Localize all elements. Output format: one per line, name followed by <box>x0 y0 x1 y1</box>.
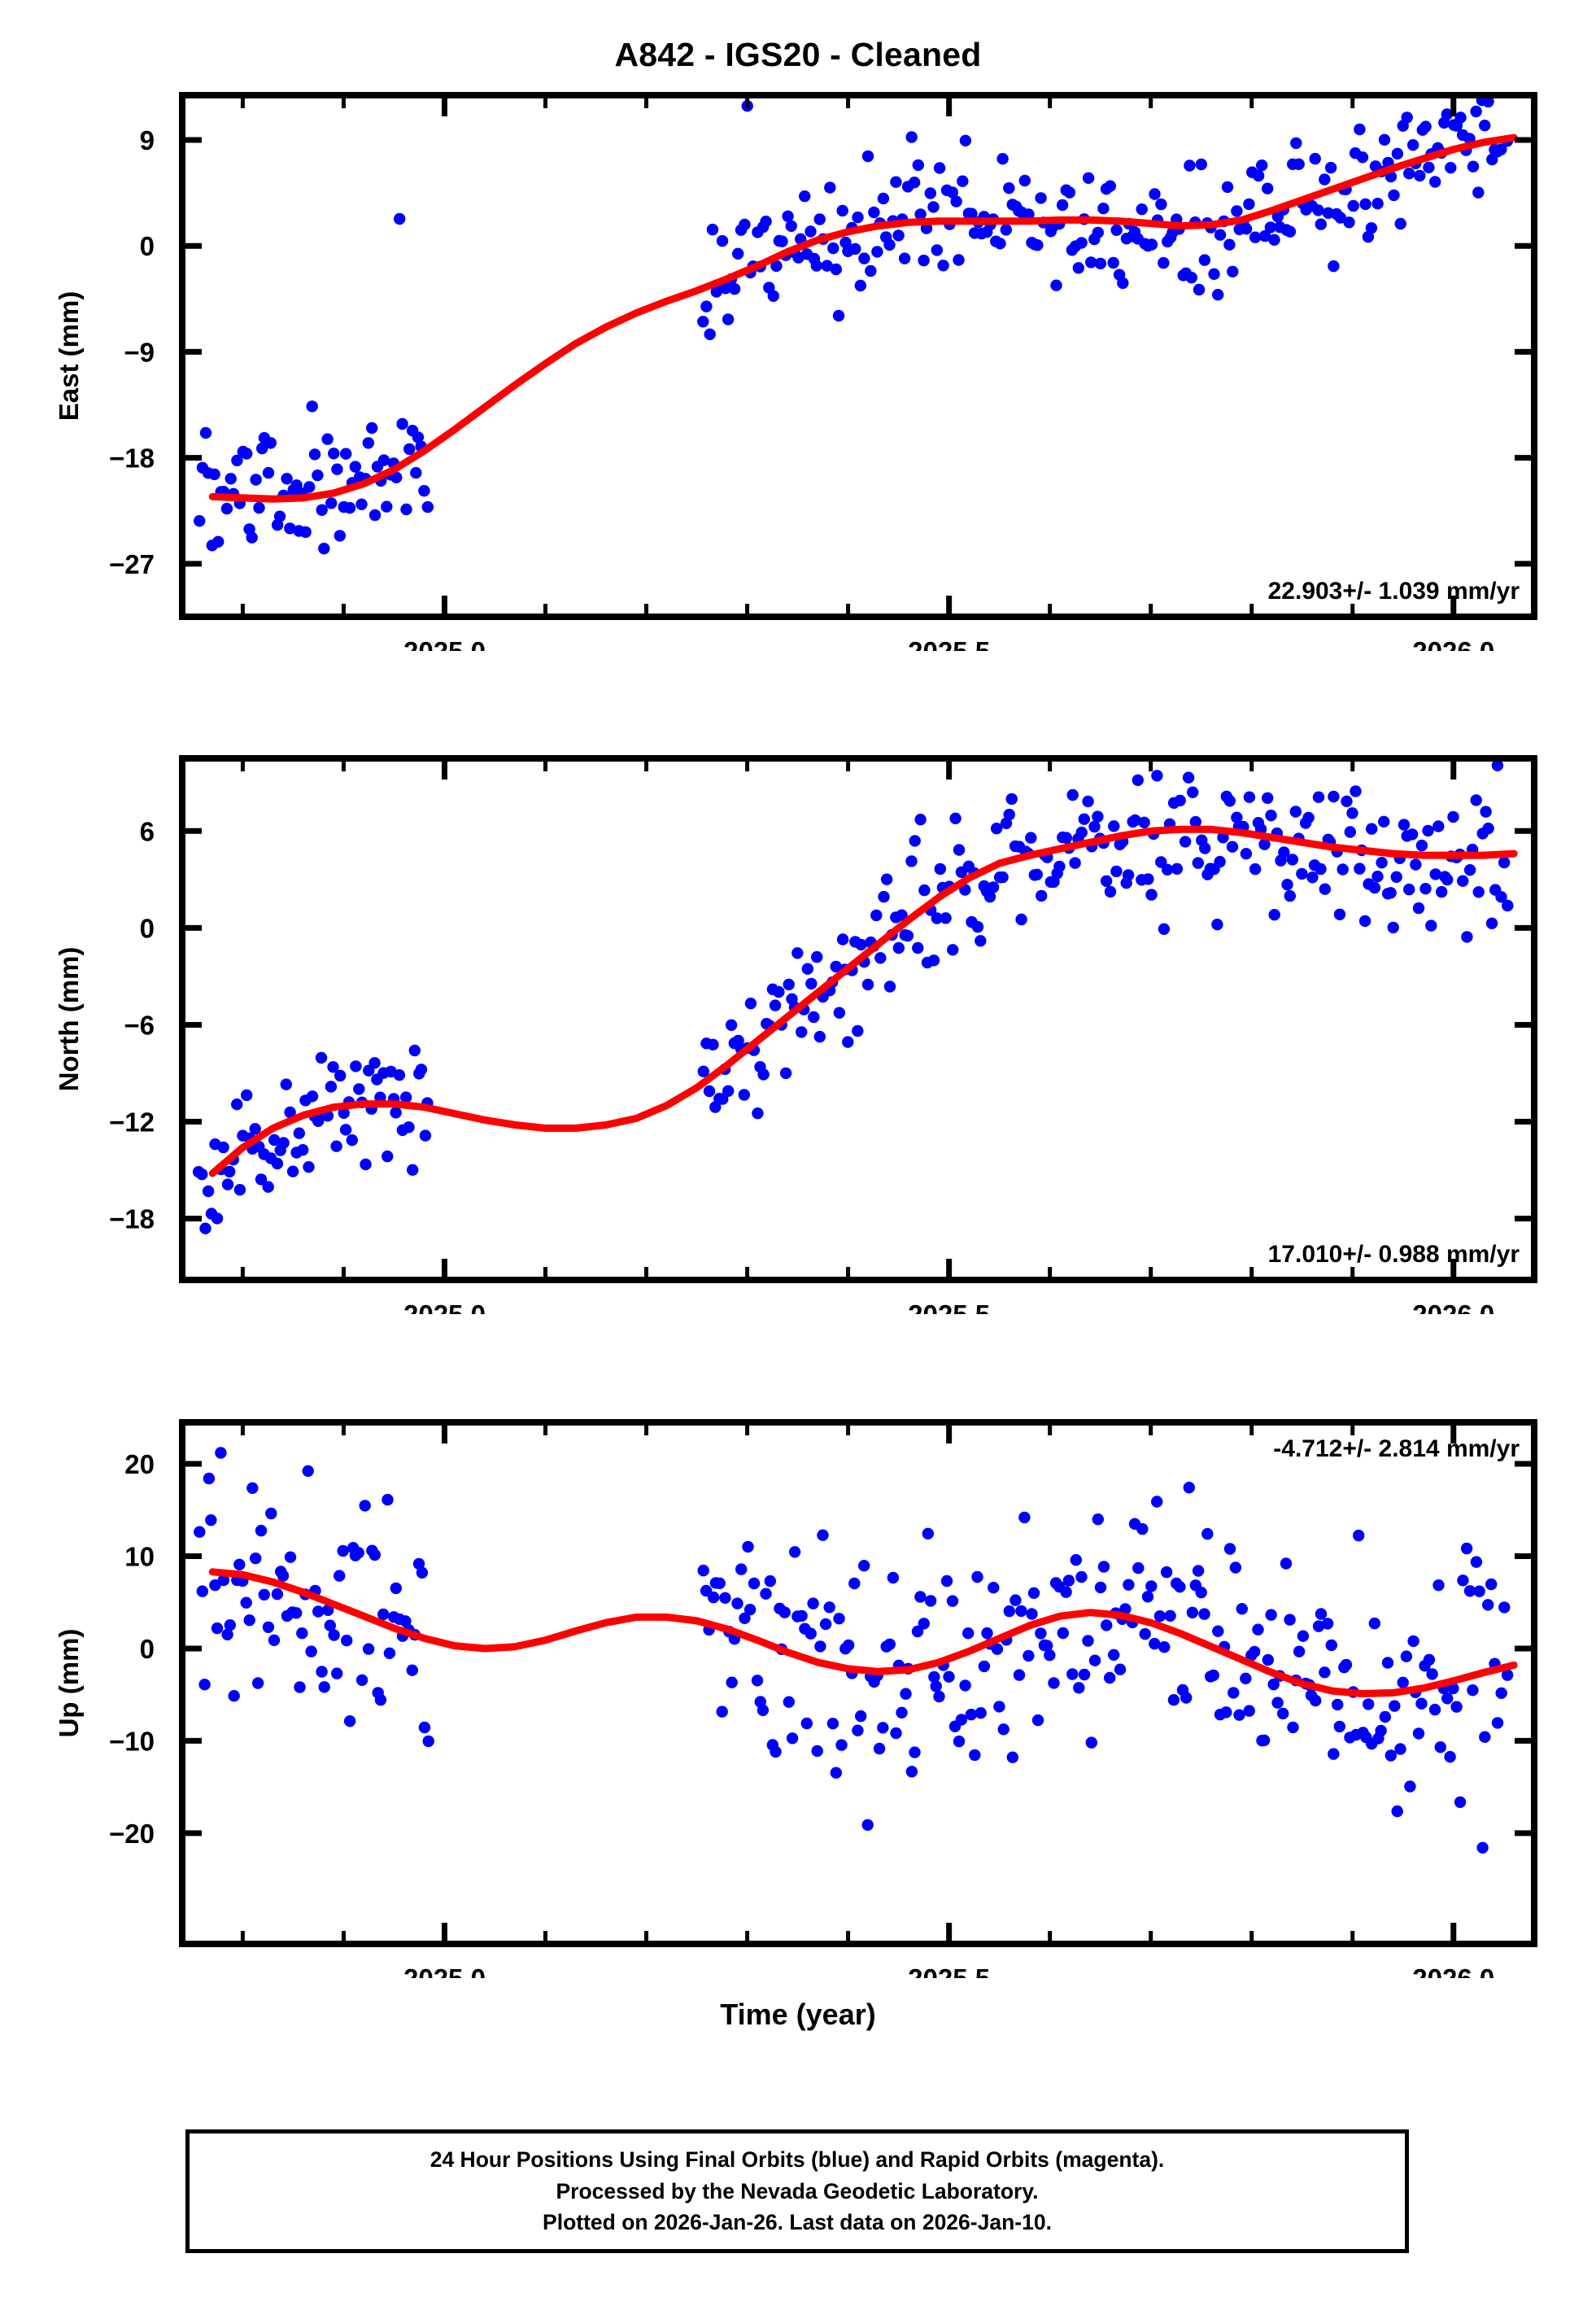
x-tick-label: 2025.0 <box>403 636 486 651</box>
y-tick-label: −27 <box>109 549 155 579</box>
y-tick-label: −10 <box>109 1726 155 1756</box>
y-tick-label: 0 <box>140 1634 155 1664</box>
x-tick-label: 2025.5 <box>908 636 990 651</box>
y-tick-label: −9 <box>124 337 155 367</box>
rate-annotation-east: 22.903+/- 1.039 mm/yr <box>1268 578 1520 605</box>
y-tick-label: 0 <box>140 231 155 261</box>
y-axis-label-up: Up (mm) <box>54 1629 84 1738</box>
plot-area <box>182 95 1534 617</box>
footer-line-2: Processed by the Nevada Geodetic Laborat… <box>556 2178 1039 2203</box>
model-fit-line-north <box>208 825 1518 1177</box>
model-fit-line-east <box>208 133 1518 503</box>
plot-svg-up: 2025.0 2025.5 2026.0 20 10 0 −10 −20 Up (mm) -4.7… <box>54 1419 1537 1978</box>
y-tick-label: 9 <box>140 125 155 155</box>
x-axis-tick-labels: 2025.0 2025.5 2026.0 <box>403 1963 1494 1978</box>
y-axis-label-north: North (mm) <box>54 947 84 1092</box>
x-tick-label: 2026.0 <box>1412 636 1494 651</box>
data-points-up <box>194 1447 1514 1854</box>
x-tick-label: 2026.0 <box>1412 1299 1494 1314</box>
footer-line-1: 24 Hour Positions Using Final Orbits (bl… <box>430 2147 1165 2172</box>
plot-frame <box>179 92 1537 620</box>
page-title: A842 - IGS20 - Cleaned <box>614 36 982 73</box>
x-tick-label: 2026.0 <box>1412 1963 1494 1978</box>
y-axis-ticks: 6 0 −6 −12 −18 <box>109 816 1534 1234</box>
rate-annotation-up: -4.712+/- 2.814 mm/yr <box>1273 1435 1520 1462</box>
y-axis-label-east: East (mm) <box>54 291 84 421</box>
plot-svg-east: 2025.0 2025.5 2026.0 9 0 −9 −18 −27 East (mm) 22.… <box>54 92 1537 651</box>
footer-note-box: 24 Hour Positions Using Final Orbits (bl… <box>185 2129 1409 2253</box>
x-axis-tick-labels: 2025.0 2025.5 2026.0 <box>403 636 1494 651</box>
y-tick-label: 20 <box>124 1449 155 1479</box>
panel-north: 2025.0 2025.5 2026.0 6 0 −6 −12 −18 North (mm) 17… <box>0 745 1596 1314</box>
y-tick-label: 10 <box>124 1542 155 1572</box>
y-tick-label: −20 <box>109 1819 155 1849</box>
y-tick-label: 6 <box>140 816 155 846</box>
x-tick-label: 2025.0 <box>403 1299 486 1314</box>
x-tick-label: 2025.0 <box>403 1963 486 1978</box>
y-tick-label: −6 <box>124 1010 155 1040</box>
x-tick-label: 2025.5 <box>908 1299 990 1314</box>
y-tick-label: 0 <box>140 913 155 943</box>
y-tick-label: −12 <box>109 1107 155 1138</box>
model-fit-line-up <box>208 1568 1518 1697</box>
panel-east: 2025.0 2025.5 2026.0 9 0 −9 −18 −27 East (mm) 22.… <box>0 81 1596 651</box>
rate-annotation-north: 17.010+/- 0.988 mm/yr <box>1268 1241 1520 1268</box>
x-axis-ticks <box>240 758 1457 1280</box>
plot-frame <box>179 755 1537 1283</box>
x-axis-label: Time (year) <box>720 1998 876 2031</box>
x-axis-ticks <box>240 95 1457 617</box>
x-axis-ticks <box>240 1422 1457 1944</box>
y-axis-ticks: 9 0 −9 −18 −27 <box>109 125 1534 579</box>
plot-frame <box>179 1419 1537 1947</box>
y-tick-label: −18 <box>109 443 155 474</box>
plot-svg-north: 2025.0 2025.5 2026.0 6 0 −6 −12 −18 North (mm) 17… <box>54 755 1537 1314</box>
panel-up: 2025.0 2025.5 2026.0 20 10 0 −10 −20 Up (mm) -4.7… <box>0 1408 1596 1978</box>
x-axis-tick-labels: 2025.0 2025.5 2026.0 <box>403 1299 1494 1314</box>
y-tick-label: −18 <box>109 1204 155 1234</box>
x-tick-label: 2025.5 <box>908 1963 990 1978</box>
y-axis-ticks: 20 10 0 −10 −20 <box>109 1449 1534 1849</box>
footer-line-3: Plotted on 2026-Jan-26. Last data on 202… <box>543 2210 1052 2235</box>
